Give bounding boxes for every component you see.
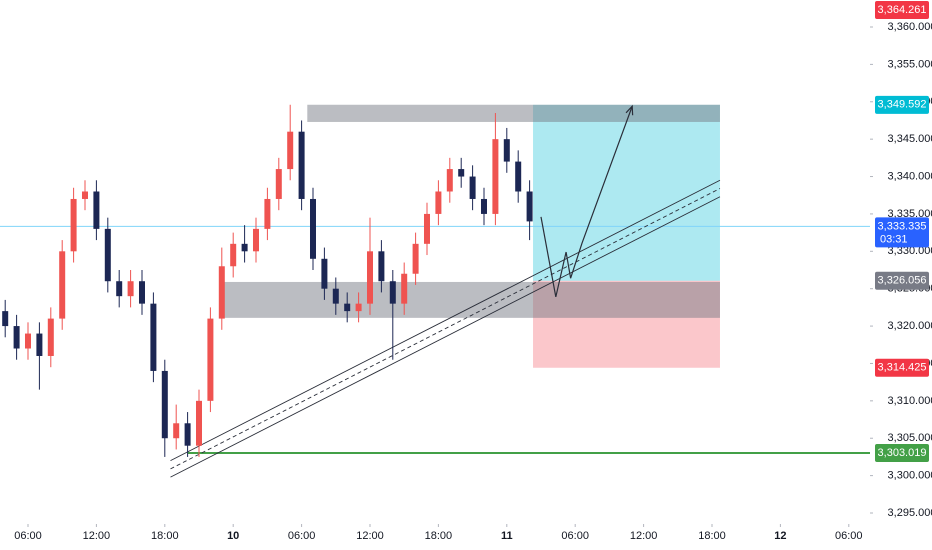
candle-body <box>138 281 145 304</box>
candle-body <box>59 251 66 319</box>
candle-body <box>344 303 351 312</box>
candle-body <box>332 288 339 304</box>
candle-body <box>423 213 430 244</box>
x-tick-label: 10 <box>227 530 239 542</box>
y-tick-label: 3,310.000 <box>888 395 932 407</box>
x-tick-label: 12:00 <box>630 530 658 542</box>
price-badge <box>875 1 929 19</box>
x-tick-label: 12 <box>774 530 786 542</box>
candle-body <box>321 258 328 289</box>
candle-body <box>70 198 77 252</box>
price-badge-label: 3,364.261 <box>878 4 927 16</box>
candle-body <box>469 176 476 199</box>
candle-body <box>480 198 487 214</box>
candle-body <box>230 243 237 267</box>
x-tick-label: 11 <box>501 530 513 542</box>
candle-body <box>207 318 214 401</box>
candle-body <box>195 400 202 446</box>
candle-body <box>503 139 510 162</box>
y-tick-label: 3,305.000 <box>888 432 932 444</box>
price-badge <box>875 95 929 114</box>
zone <box>219 281 720 318</box>
candle-body <box>161 370 168 439</box>
projection-arrowhead <box>625 104 634 116</box>
candle-body <box>81 191 88 199</box>
candle-body <box>435 191 442 214</box>
candle-body <box>116 281 123 297</box>
candle-body <box>264 198 271 229</box>
y-tick-label: 3,295.000 <box>888 507 932 519</box>
x-tick-label: 12:00 <box>356 530 384 542</box>
candle-body <box>241 243 248 252</box>
price-badge <box>875 217 929 248</box>
candle-body <box>2 311 9 327</box>
candle-body <box>526 191 533 222</box>
price-badge <box>875 444 929 463</box>
candle-body <box>378 251 385 282</box>
x-tick-label: 06:00 <box>288 530 316 542</box>
candle-body <box>47 318 54 356</box>
candle-body <box>446 169 453 192</box>
candle-body <box>93 191 100 229</box>
candle-body <box>298 131 305 199</box>
x-tick-label: 18:00 <box>425 530 453 542</box>
price-badge-label: 3,303.019 <box>878 447 927 459</box>
x-tick-label: 06:00 <box>561 530 589 542</box>
y-tick-label: 3,320.000 <box>888 320 932 332</box>
y-tick-label: 3,345.000 <box>888 133 932 145</box>
candle-body <box>24 333 31 349</box>
y-tick-label: 3,300.000 <box>888 470 932 482</box>
price-badge <box>875 358 929 377</box>
candle-body <box>412 243 419 274</box>
y-tick-label: 3,335.000 <box>888 208 932 220</box>
projection-path <box>540 106 633 298</box>
candle-body <box>401 273 408 304</box>
candle-body <box>252 228 259 252</box>
candle-body <box>492 139 499 214</box>
candle-body <box>366 251 373 304</box>
x-tick-label: 18:00 <box>151 530 179 542</box>
price-badge-label: 3,326.056 <box>878 275 927 287</box>
candle-body <box>218 266 225 319</box>
candle-body <box>389 281 396 304</box>
channel-middle <box>170 188 721 470</box>
candle-body <box>355 303 362 312</box>
candle-body <box>13 326 20 349</box>
candle-body <box>287 131 294 170</box>
channel-upper <box>170 179 721 462</box>
candle-body <box>36 333 43 356</box>
x-tick-label: 12:00 <box>83 530 111 542</box>
channel-lower <box>170 196 721 478</box>
y-tick-label: 3,355.000 <box>888 58 932 70</box>
price-countdown: 03:31 <box>880 233 908 245</box>
y-tick-label: 3,340.000 <box>888 170 932 182</box>
y-tick-label: 3,360.000 <box>888 21 932 33</box>
price-badge <box>875 271 929 290</box>
price-badge-label: 3,314.425 <box>878 362 927 374</box>
candle-body <box>458 169 465 177</box>
candle-body <box>173 423 180 439</box>
candle-body <box>184 423 191 446</box>
candle-body <box>104 228 111 282</box>
y-tick-label: 3,330.000 <box>888 245 932 257</box>
x-tick-label: 06:00 <box>835 530 863 542</box>
candle-body <box>275 169 282 199</box>
x-tick-label: 18:00 <box>698 530 726 542</box>
take-profit-area <box>533 104 720 281</box>
price-badge-label: 3,349.592 <box>878 99 927 111</box>
zone <box>307 104 720 122</box>
price-badge-label: 3,333.335 <box>878 220 927 232</box>
x-tick-label: 06:00 <box>14 530 42 542</box>
candle-body <box>309 198 316 259</box>
candle-body <box>150 303 157 371</box>
candle-body <box>515 161 522 192</box>
candle-body <box>127 281 134 297</box>
